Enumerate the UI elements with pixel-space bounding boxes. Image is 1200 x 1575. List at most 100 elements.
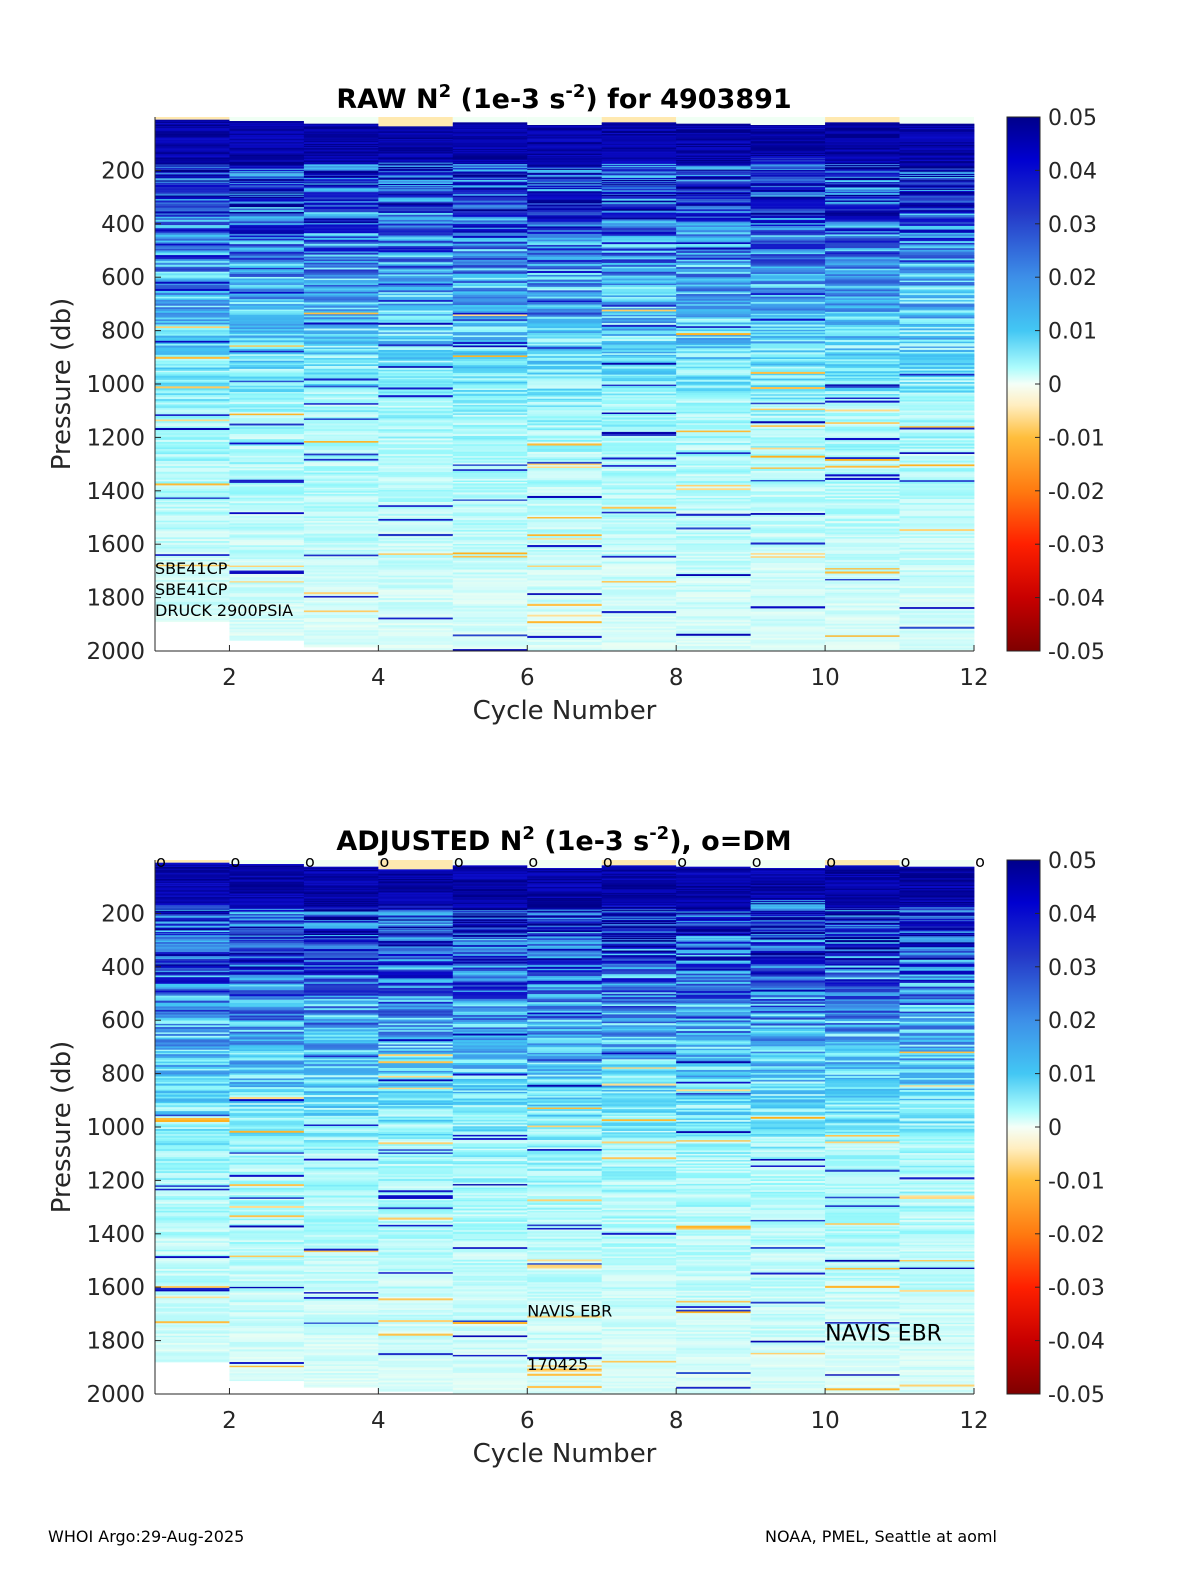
heatmap-cell	[527, 158, 603, 160]
heatmap-cell	[378, 255, 454, 258]
heatmap-cell	[452, 158, 528, 161]
heatmap-cell	[601, 188, 677, 191]
heatmap-cell	[303, 487, 379, 490]
heatmap-cell	[229, 1166, 305, 1170]
heatmap-cell	[676, 275, 752, 278]
heatmap-cell	[303, 633, 379, 637]
heatmap-cell	[378, 1149, 454, 1152]
heatmap-cell	[303, 509, 379, 513]
heatmap-cell	[676, 287, 752, 290]
heatmap-cell	[155, 1272, 230, 1275]
heatmap-cell	[303, 1179, 379, 1182]
heatmap-cell	[378, 162, 454, 165]
heatmap-cell	[378, 1240, 454, 1243]
heatmap-cell	[155, 138, 230, 141]
heatmap-cell	[750, 435, 826, 438]
heatmap-cell	[378, 175, 454, 177]
heatmap-cell	[303, 1372, 379, 1376]
heatmap-cell	[303, 514, 379, 517]
heatmap-cell	[601, 246, 677, 248]
heatmap-cell	[750, 324, 826, 327]
heatmap-cell	[899, 388, 975, 391]
heatmap-cell	[452, 181, 528, 183]
heatmap-cell	[452, 370, 528, 372]
heatmap-cell	[676, 226, 752, 229]
heatmap-cell	[527, 487, 603, 490]
heatmap-cell	[229, 182, 305, 185]
heatmap-cell	[378, 1375, 454, 1379]
heatmap-cell	[229, 416, 305, 419]
heatmap-cell	[378, 627, 454, 630]
heatmap-cell	[155, 225, 230, 227]
heatmap-cell	[155, 419, 230, 422]
heatmap-cell	[899, 481, 975, 485]
heatmap-cell	[155, 467, 230, 471]
heatmap-cell	[155, 578, 230, 581]
heatmap-cell	[229, 1367, 305, 1370]
heatmap-cell	[378, 876, 454, 879]
heatmap-cell	[303, 1247, 379, 1250]
heatmap-cell	[899, 211, 975, 214]
heatmap-cell	[155, 1195, 230, 1199]
heatmap-cell	[303, 965, 379, 968]
heatmap-cell	[676, 299, 752, 302]
heatmap-cell	[155, 585, 230, 588]
heatmap-cell	[825, 619, 900, 622]
heatmap-cell	[452, 601, 528, 605]
heatmap-cell	[155, 1107, 230, 1110]
heatmap-cell	[229, 1021, 305, 1024]
heatmap-cell	[750, 425, 826, 428]
heatmap-cell	[527, 164, 603, 166]
heatmap-cell	[303, 343, 379, 347]
heatmap-cell	[825, 327, 900, 330]
heatmap-cell	[452, 625, 528, 629]
heatmap-cell	[229, 146, 305, 149]
heatmap-cell	[601, 138, 677, 140]
heatmap-cell	[155, 347, 230, 350]
heatmap-cell	[229, 906, 305, 909]
heatmap-cell	[601, 128, 677, 131]
heatmap-cell	[527, 186, 603, 189]
heatmap-cell	[601, 644, 677, 647]
heatmap-cell	[155, 1296, 230, 1299]
heatmap-cell	[303, 218, 379, 221]
heatmap-cell	[601, 404, 677, 406]
heatmap-cell	[825, 346, 900, 349]
heatmap-cell	[303, 342, 379, 345]
heatmap-cell	[676, 416, 752, 419]
heatmap-cell	[229, 343, 305, 346]
heatmap-cell	[303, 214, 379, 217]
heatmap-cell	[601, 337, 677, 340]
heatmap-cell	[229, 1067, 305, 1071]
heatmap-cell	[155, 605, 230, 608]
heatmap-cell	[825, 284, 900, 287]
heatmap-cell	[676, 148, 752, 150]
heatmap-cell	[229, 1020, 305, 1023]
heatmap-cell	[527, 290, 603, 293]
heatmap-cell	[378, 475, 454, 478]
heatmap-cell	[378, 1305, 454, 1307]
heatmap-cell	[899, 166, 975, 168]
heatmap-cell	[155, 428, 230, 431]
heatmap-cell	[527, 139, 603, 142]
heatmap-cell	[229, 442, 305, 445]
heatmap-cell	[601, 445, 677, 449]
heatmap-cell	[601, 362, 677, 366]
heatmap-cell	[229, 188, 305, 190]
heatmap-cell	[825, 382, 900, 385]
heatmap-cell	[155, 1217, 230, 1221]
heatmap-cell	[527, 267, 603, 270]
heatmap-cell	[899, 193, 975, 195]
heatmap-cell	[378, 1237, 454, 1240]
heatmap-cell	[229, 994, 305, 997]
heatmap-cell	[527, 605, 603, 608]
heatmap-cell	[378, 924, 454, 927]
heatmap-cell	[229, 888, 305, 891]
heatmap-cell	[676, 438, 752, 441]
heatmap-cell	[601, 154, 677, 156]
heatmap-cell	[676, 228, 752, 231]
heatmap-cell	[229, 930, 305, 932]
heatmap-cell	[229, 1101, 305, 1104]
heatmap-cell	[229, 336, 305, 339]
heatmap-cell	[155, 307, 230, 310]
